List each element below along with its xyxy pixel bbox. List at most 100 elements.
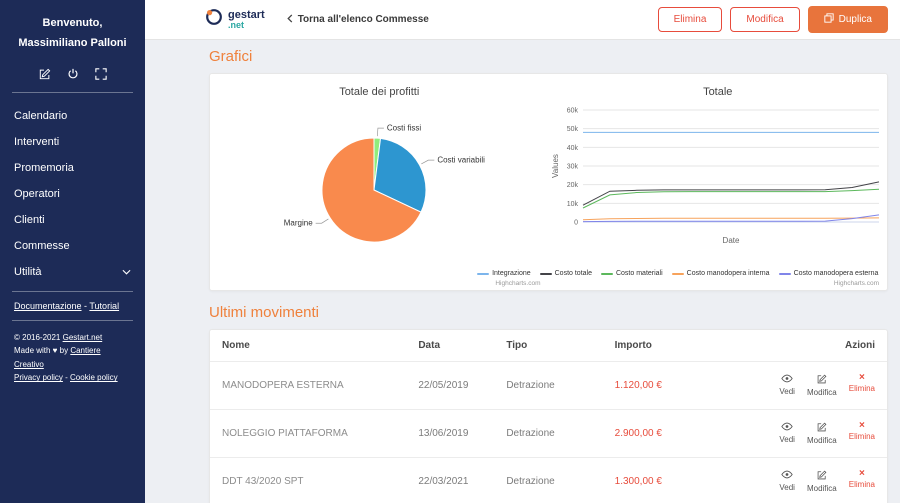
highcharts-credit[interactable]: Highcharts.com — [495, 280, 540, 287]
sidebar-item-commesse[interactable]: Commesse — [0, 233, 145, 259]
elimina-row-button[interactable]: ×Elimina — [849, 422, 875, 445]
vedi-button[interactable]: Vedi — [779, 374, 795, 397]
legend-marker — [601, 273, 613, 275]
cell-nome: MANODOPERA ESTERNA — [210, 362, 406, 410]
legend-item-costo-totale[interactable]: Costo totale — [540, 270, 592, 277]
legend-marker — [779, 273, 791, 275]
legend-marker — [477, 273, 489, 275]
welcome-message: Benvenuto, Massimiliano Palloni — [0, 0, 145, 60]
svg-text:Costi variabili: Costi variabili — [438, 156, 486, 165]
x-icon: × — [859, 374, 865, 382]
svg-text:60k: 60k — [566, 108, 578, 115]
welcome-user-name: Massimiliano Palloni — [8, 34, 137, 54]
topbar-actions: Elimina Modifica Duplica — [658, 6, 888, 33]
svg-text:Values: Values — [551, 154, 560, 178]
eye-icon — [781, 470, 793, 481]
col-header-importo: Importo — [603, 330, 759, 362]
cell-nome: DDT 43/2020 SPT — [210, 458, 406, 503]
duplica-button[interactable]: Duplica — [808, 6, 888, 33]
col-header-nome: Nome — [210, 330, 406, 362]
sidebar-item-calendario[interactable]: Calendario — [0, 103, 145, 129]
tutorial-link[interactable]: Tutorial — [89, 301, 119, 311]
elimina-row-button[interactable]: ×Elimina — [849, 470, 875, 493]
svg-text:Date: Date — [722, 236, 739, 245]
vedi-button[interactable]: Vedi — [779, 422, 795, 445]
svg-text:0: 0 — [574, 220, 578, 227]
cell-tipo: Detrazione — [494, 362, 602, 410]
charts-card: Totale dei profitti Costi fissiCosti var… — [209, 73, 888, 291]
logo-icon — [205, 8, 223, 31]
legend-marker — [672, 273, 684, 275]
cell-data: 22/05/2019 — [406, 362, 494, 410]
cell-azioni: Vedi Modifica ×Elimina — [758, 410, 887, 458]
svg-text:40k: 40k — [566, 145, 578, 152]
documentazione-link[interactable]: Documentazione — [14, 301, 82, 311]
made-with-line: Made with ♥ by Cantiere Creativo — [14, 344, 131, 371]
sidebar: Benvenuto, Massimiliano Palloni Calendar… — [0, 0, 145, 503]
line-chart: Totale 010k20k30k40k50k60kValuesDate Int… — [549, 74, 888, 290]
col-header-tipo: Tipo — [494, 330, 602, 362]
back-to-list-link[interactable]: Torna all'elenco Commesse — [287, 14, 429, 26]
edit-profile-icon[interactable] — [39, 68, 51, 80]
vedi-button[interactable]: Vedi — [779, 470, 795, 493]
edit-icon — [817, 374, 827, 386]
modifica-button[interactable]: Modifica — [730, 7, 799, 32]
gestart-link[interactable]: Gestart.net — [63, 333, 103, 342]
line-chart-canvas[interactable]: 010k20k30k40k50k60kValuesDate — [549, 100, 889, 250]
power-icon[interactable] — [67, 68, 79, 80]
movimenti-heading: Ultimi movimenti — [209, 304, 888, 321]
line-chart-title: Totale — [549, 86, 888, 98]
main-content: Grafici Totale dei profitti Costi fissiC… — [145, 40, 900, 503]
pie-chart-title: Totale dei profitti — [210, 86, 549, 98]
col-header-azioni: Azioni — [758, 330, 887, 362]
pie-chart: Totale dei profitti Costi fissiCosti var… — [210, 74, 549, 290]
movements-table-card: Nome Data Tipo Importo Azioni MANODOPERA… — [209, 329, 888, 503]
sidebar-item-interventi[interactable]: Interventi — [0, 129, 145, 155]
cell-nome: NOLEGGIO PIATTAFORMA — [210, 410, 406, 458]
table-header-row: Nome Data Tipo Importo Azioni — [210, 330, 887, 362]
sidebar-item-utilita[interactable]: Utilità — [0, 259, 145, 285]
svg-text:Margine: Margine — [284, 219, 313, 228]
welcome-line1: Benvenuto, — [8, 14, 137, 34]
topbar: gestart .net Torna all'elenco Commesse E… — [145, 0, 900, 40]
movements-table: Nome Data Tipo Importo Azioni MANODOPERA… — [210, 330, 887, 503]
table-row: NOLEGGIO PIATTAFORMA 13/06/2019 Detrazio… — [210, 410, 887, 458]
legend-item-manodopera-interna[interactable]: Costo manodopera interna — [672, 270, 770, 277]
policies-line: Privacy policy - Cookie policy — [14, 371, 131, 385]
chevron-left-icon — [287, 14, 293, 26]
highcharts-credit[interactable]: Highcharts.com — [834, 280, 879, 287]
modifica-row-button[interactable]: Modifica — [807, 470, 837, 493]
cell-importo: 1.300,00 € — [603, 458, 759, 503]
svg-text:50k: 50k — [566, 126, 578, 133]
sidebar-item-clienti[interactable]: Clienti — [0, 207, 145, 233]
edit-icon — [817, 422, 827, 434]
logo-net: .net — [228, 21, 265, 30]
sidebar-quick-actions — [0, 60, 145, 92]
cookie-policy-link[interactable]: Cookie policy — [70, 373, 118, 382]
table-row: DDT 43/2020 SPT 22/03/2021 Detrazione 1.… — [210, 458, 887, 503]
privacy-policy-link[interactable]: Privacy policy — [14, 373, 63, 382]
modifica-row-button[interactable]: Modifica — [807, 374, 837, 397]
table-row: MANODOPERA ESTERNA 22/05/2019 Detrazione… — [210, 362, 887, 410]
modifica-row-button[interactable]: Modifica — [807, 422, 837, 445]
pie-chart-canvas[interactable]: Costi fissiCosti variabiliMargine — [229, 100, 529, 276]
cell-azioni: Vedi Modifica ×Elimina — [758, 458, 887, 503]
sidebar-item-operatori[interactable]: Operatori — [0, 181, 145, 207]
eye-icon — [781, 374, 793, 385]
legend-item-integrazione[interactable]: Integrazione — [477, 270, 531, 277]
chart-legend: Integrazione Costo totale Costo material… — [469, 270, 888, 277]
eye-icon — [781, 422, 793, 433]
legend-item-manodopera-esterna[interactable]: Costo manodopera esterna — [779, 270, 879, 277]
copyright-line: © 2016-2021 Gestart.net — [14, 331, 131, 345]
elimina-row-button[interactable]: ×Elimina — [849, 374, 875, 397]
fullscreen-icon[interactable] — [95, 68, 107, 80]
x-icon: × — [859, 470, 865, 478]
sidebar-item-promemoria[interactable]: Promemoria — [0, 155, 145, 181]
elimina-button[interactable]: Elimina — [658, 7, 723, 32]
x-icon: × — [859, 422, 865, 430]
legend-item-costo-materiali[interactable]: Costo materiali — [601, 270, 663, 277]
logo[interactable]: gestart .net — [205, 8, 265, 31]
cell-tipo: Detrazione — [494, 410, 602, 458]
cell-tipo: Detrazione — [494, 458, 602, 503]
grafici-heading: Grafici — [209, 48, 888, 65]
